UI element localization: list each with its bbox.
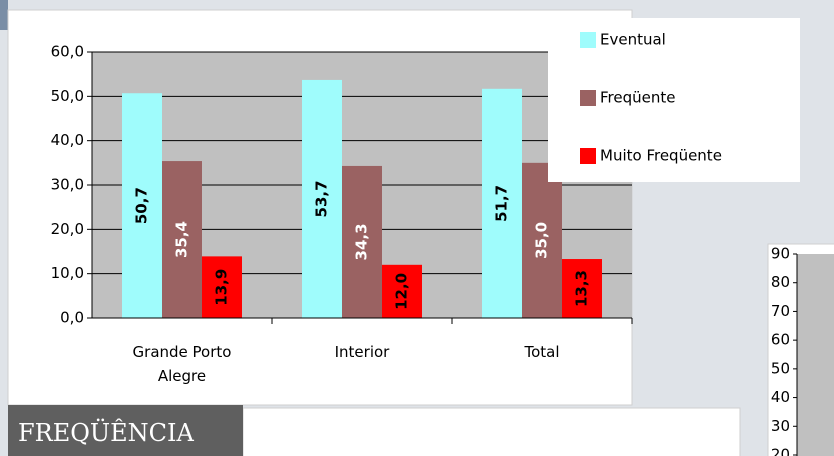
data-label: 34,3: [353, 223, 371, 260]
y-tick-label: 0,0: [60, 309, 84, 327]
data-label: 35,4: [173, 221, 191, 258]
bar: [482, 88, 522, 319]
data-label: 51,7: [493, 185, 511, 222]
y-tick-label: 40,0: [51, 131, 84, 149]
bar: [202, 256, 242, 318]
x-tick-label: Interior: [334, 343, 390, 361]
legend-label: Eventual: [600, 31, 666, 49]
bar: [382, 264, 422, 318]
slide-edge: [0, 0, 8, 30]
data-label: 35,0: [533, 222, 551, 259]
bar: [562, 259, 602, 318]
legend-label: Freqüente: [600, 89, 675, 107]
y-tick-label: 50: [771, 359, 790, 377]
data-label: 13,3: [573, 270, 591, 307]
y-tick-label: 90: [771, 245, 790, 263]
data-label: 50,7: [133, 187, 151, 224]
x-tick-label: Grande Porto Alegre: [132, 343, 232, 385]
y-tick-label: 50,0: [51, 87, 84, 105]
y-tick-label: 80: [771, 273, 790, 291]
legend-swatch: [580, 90, 596, 106]
x-tick-label: Total: [524, 343, 560, 361]
data-label: 12,0: [393, 273, 411, 310]
data-label: 13,9: [213, 269, 231, 306]
text-box: [242, 407, 741, 456]
y-tick-label: 20,0: [51, 220, 84, 238]
section-title: FREQÜÊNCIA: [8, 405, 243, 456]
y-tick-label: 30: [771, 417, 790, 435]
plot-area-2: [797, 254, 834, 456]
y-tick-label: 70: [771, 302, 790, 320]
y-tick-label: 60,0: [51, 43, 84, 61]
bar: [122, 93, 162, 318]
y-tick-label: 30,0: [51, 176, 84, 194]
y-tick-label: 60: [771, 331, 790, 349]
bar: [302, 79, 342, 319]
bar: [342, 165, 382, 318]
data-label: 53,7: [313, 180, 331, 217]
legend-label: Muito Freqüente: [600, 147, 722, 165]
bar: [522, 162, 562, 318]
y-tick-label: 40: [771, 388, 790, 406]
legend-swatch: [580, 32, 596, 48]
y-tick-label: 10,0: [51, 264, 84, 282]
legend-swatch: [580, 148, 596, 164]
bar: [162, 161, 202, 318]
y-tick-label: 20: [771, 446, 790, 456]
